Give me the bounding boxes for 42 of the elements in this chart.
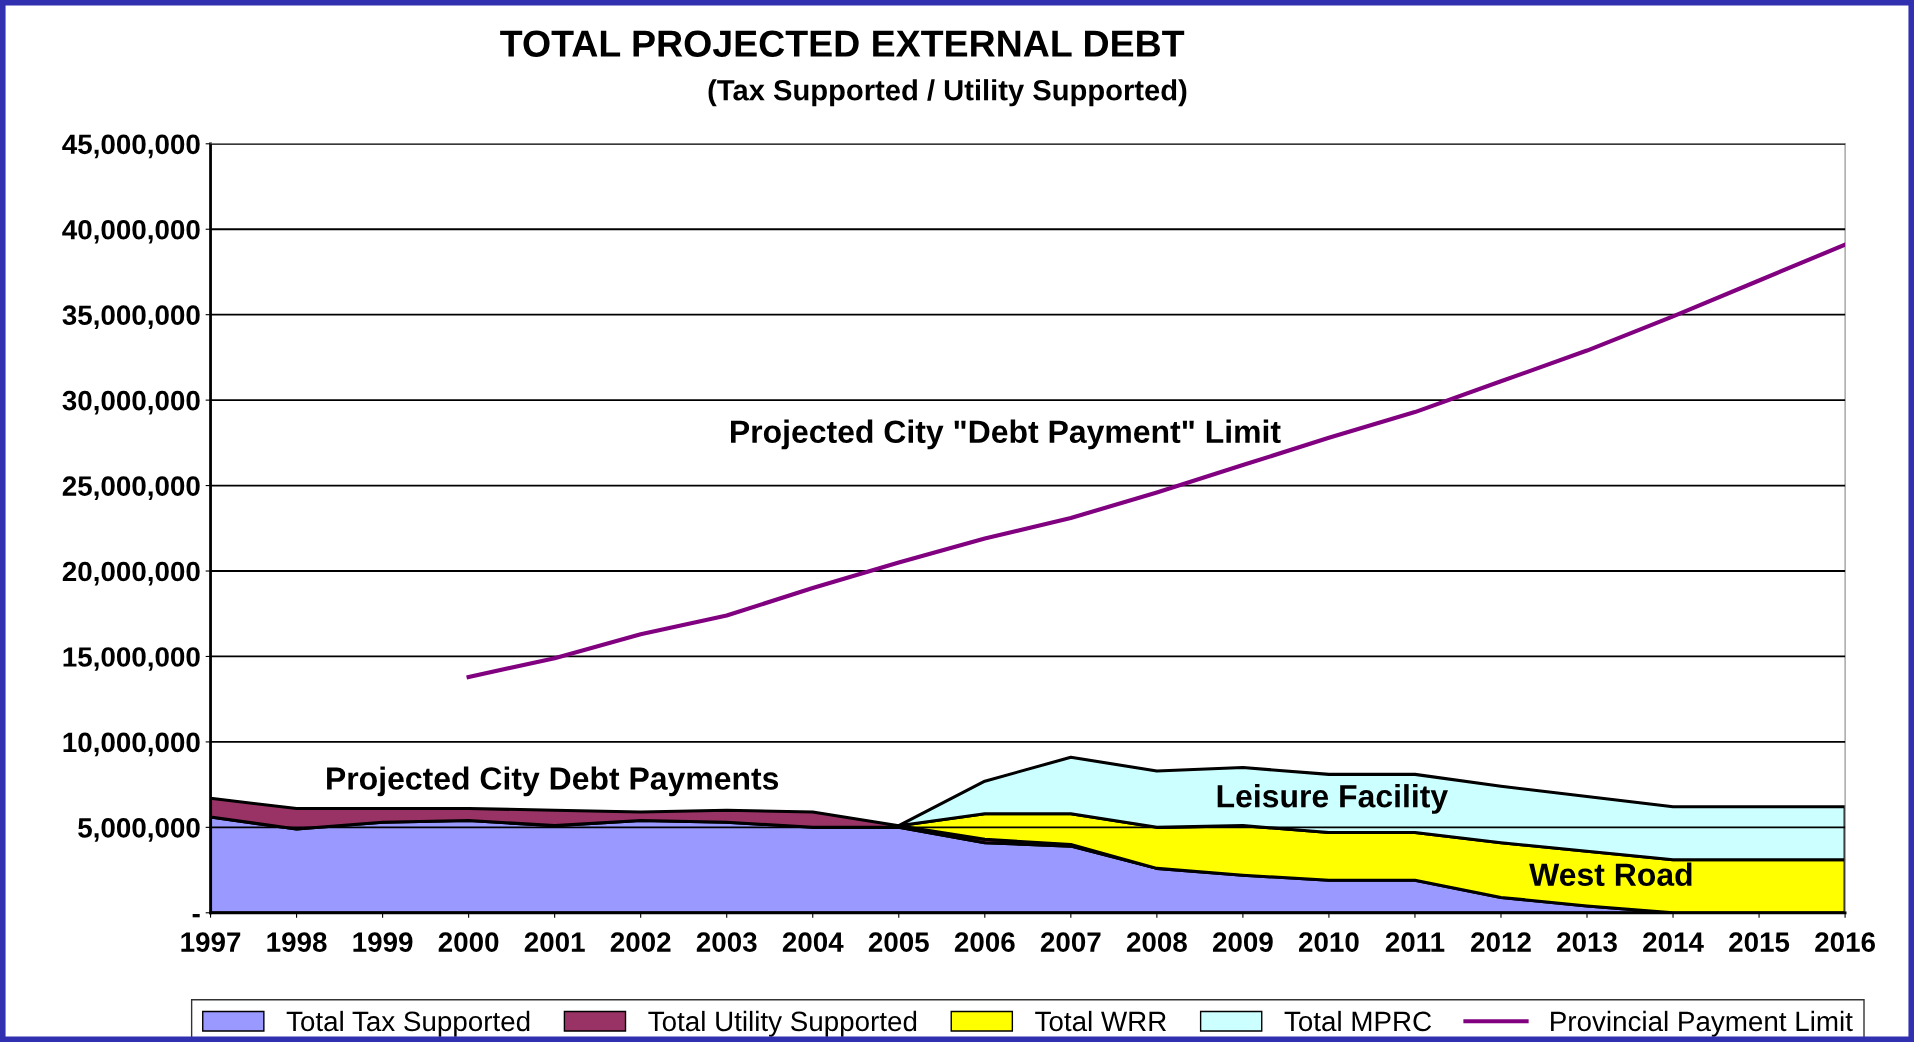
x-tick-label: 2007 [1040,932,1101,952]
x-tick-label: 2015 [1729,932,1790,952]
x-tick-label: 1999 [353,932,413,952]
x-tick-label: 1998 [267,932,327,952]
x-tick-label: 2000 [438,932,499,952]
annotation: Projected City Debt Payments [327,766,779,797]
y-tick-label: 25,000,000 [62,476,200,500]
y-tick-label: 15,000,000 [63,647,200,671]
y-tick-label: - [192,914,200,918]
y-tick-label: 10,000,000 [63,732,200,757]
y-tick-label: 30,000,000 [62,390,200,415]
legend-label: Total WRR [1035,1010,1166,1032]
x-tick-label: 2014 [1643,932,1704,952]
x-tick-label: 1997 [181,932,241,952]
x-tick-label: 2009 [1212,932,1273,952]
x-tick-label: 2011 [1385,932,1445,952]
x-tick-label: 2004 [782,932,844,952]
y-tick-label: 40,000,000 [62,219,200,244]
legend-label: Provincial Payment Limit [1551,1010,1853,1037]
line-series [466,242,1846,680]
y-tick-label: 5,000,000 [78,818,200,842]
x-tick-label: 2010 [1298,932,1359,952]
x-tick-label: 2002 [610,932,671,952]
x-tick-label: 2006 [954,932,1015,952]
x-tick-label: 2013 [1557,932,1617,952]
legend-label: Total Utility Supported [648,1010,917,1037]
chart-subtitle: (Tax Supported / Utility Supported) [708,79,1187,107]
x-tick-label: 2012 [1471,932,1531,952]
y-tick-label: 20,000,000 [62,561,200,586]
annotation: Projected City "Debt Payment" Limit [731,419,1281,450]
legend-label: Total Tax Supported [286,1010,530,1037]
y-tick-label: 45,000,000 [62,134,200,159]
legend-label: Total MPRC [1284,1010,1432,1032]
chart-title: TOTAL PROJECTED EXTERNAL DEBT [500,30,1185,57]
annotation: Leisure Facility [1217,784,1448,814]
y-tick-label: 35,000,000 [62,305,200,330]
x-tick-label: 2003 [696,932,757,952]
x-tick-label: 2001 [524,932,585,952]
x-tick-label: 2016 [1815,932,1875,952]
x-tick-label: 2008 [1126,932,1187,952]
x-tick-label: 2005 [868,932,929,952]
annotation: West Road [1529,862,1692,886]
